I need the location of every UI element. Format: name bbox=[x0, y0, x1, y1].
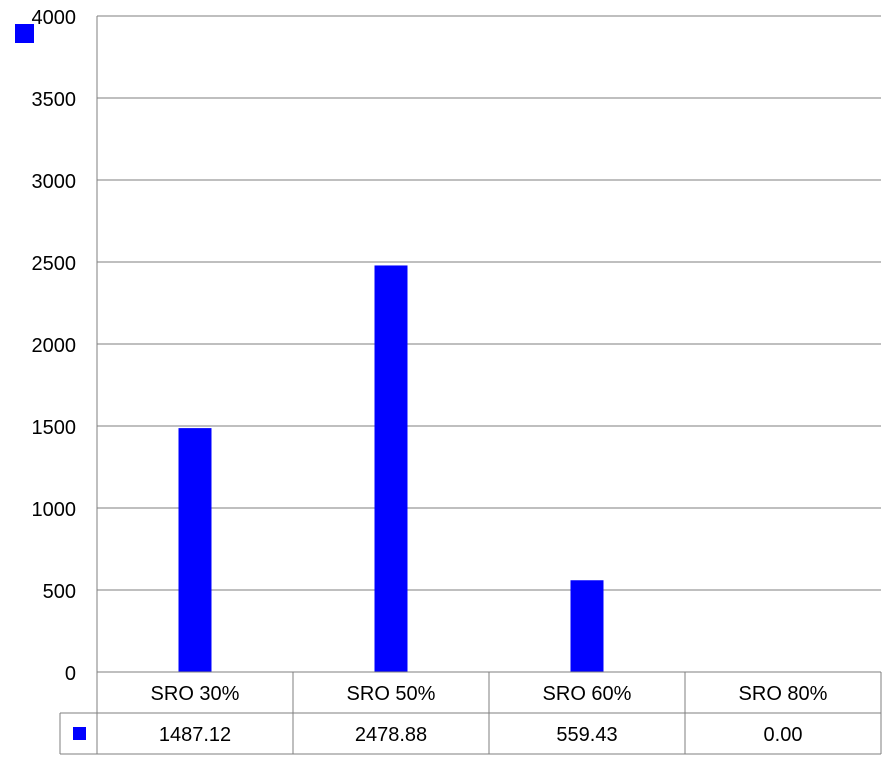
bar bbox=[570, 580, 604, 672]
y-tick-label: 3500 bbox=[32, 89, 77, 111]
data-table-value: 559.43 bbox=[556, 724, 617, 746]
y-tick-label: 1000 bbox=[32, 499, 77, 521]
data-table-value: 2478.88 bbox=[355, 724, 427, 746]
y-tick-label: 4000 bbox=[32, 7, 77, 29]
data-table: SRO 30% SRO 50% SRO 60% SRO 80% 1487.12 2478.… bbox=[59, 672, 882, 755]
x-tick-label: SRO 50% bbox=[347, 683, 436, 705]
x-tick-label: SRO 80% bbox=[739, 683, 828, 705]
data-table-value: 1487.12 bbox=[159, 724, 231, 746]
bar bbox=[178, 428, 212, 672]
y-tick-label: 2000 bbox=[32, 335, 77, 357]
y-tick-label: 3000 bbox=[32, 171, 77, 193]
legend-marker bbox=[15, 24, 34, 43]
legend bbox=[15, 24, 34, 43]
y-tick-label: 500 bbox=[43, 581, 76, 603]
y-tick-label: 0 bbox=[65, 663, 76, 685]
x-tick-label: SRO 30% bbox=[151, 683, 240, 705]
bar bbox=[374, 265, 408, 672]
y-tick-label: 2500 bbox=[32, 253, 77, 275]
tick-labels: 0 500 1000 1500 2000 2500 3000 3500 4000 bbox=[32, 7, 77, 685]
gridlines bbox=[97, 15, 881, 591]
data-table-value: 0.00 bbox=[764, 724, 803, 746]
table-legend-key bbox=[73, 727, 86, 740]
bars bbox=[178, 265, 604, 672]
x-tick-label: SRO 60% bbox=[543, 683, 632, 705]
y-tick-label: 1500 bbox=[32, 417, 77, 439]
